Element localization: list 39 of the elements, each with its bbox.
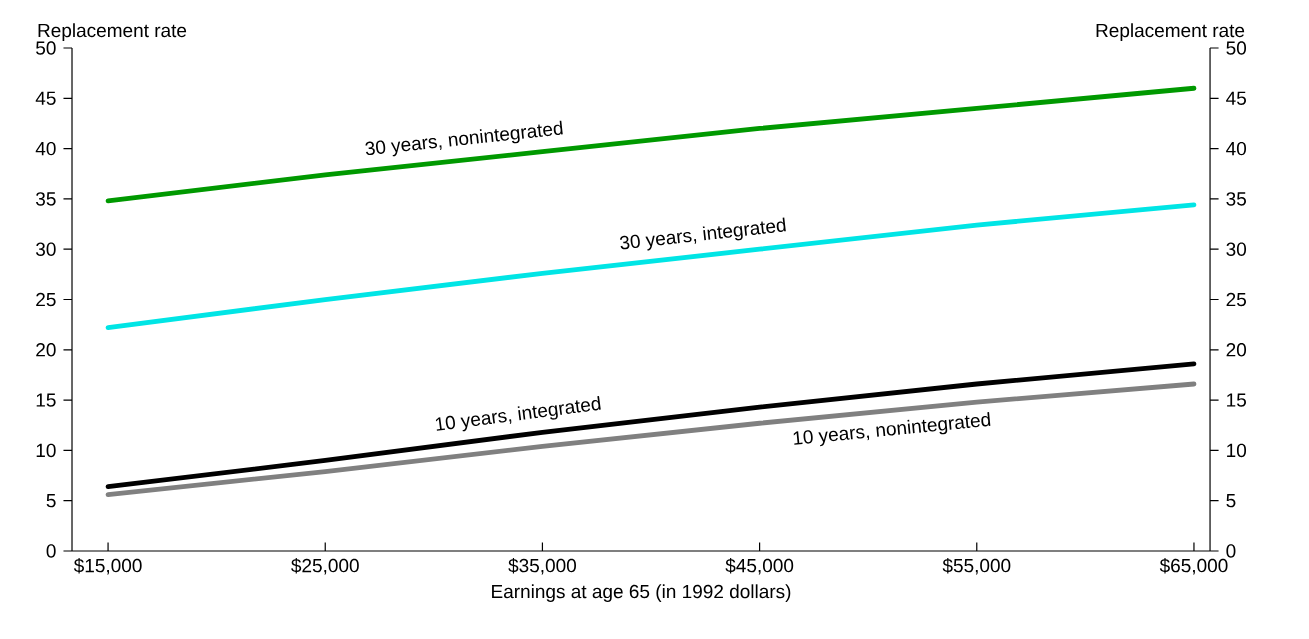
x-tick-label: $15,000 — [73, 558, 142, 575]
y-tick-label: 0 — [46, 544, 56, 558]
y2-tick-label: 10 — [1227, 443, 1247, 458]
y2-tick-label: 5 — [1226, 494, 1236, 508]
y2-tick-label: 25 — [1226, 292, 1246, 307]
y-axis-title: Replacement rate — [38, 23, 187, 41]
y2-tick-label: 0 — [1226, 544, 1236, 558]
y-tick-label: 45 — [35, 91, 56, 105]
y-tick-label: 25 — [36, 292, 56, 307]
x-tick-label: $65,000 — [1159, 558, 1228, 575]
y2-tick-label: 20 — [1226, 343, 1247, 357]
x-axis-title: Earnings at age 65 (in 1992 dollars) — [492, 584, 791, 603]
y2-axis-title: Replacement rate — [1096, 23, 1245, 41]
x-tick-label: $35,000 — [508, 558, 576, 575]
text: 10 years, integrated — [435, 395, 601, 432]
y2-tick-label: 45 — [1226, 91, 1246, 105]
line-series — [105, 202, 1197, 331]
y2-tick-label: 35 — [1226, 192, 1246, 206]
y2-tick-label: 30 — [1226, 242, 1247, 256]
y-tick-label: 40 — [35, 141, 56, 156]
y2-tick-label: 40 — [1226, 141, 1247, 156]
line-series — [105, 85, 1197, 204]
y-tick-label: 5 — [46, 494, 56, 508]
y2-tick-label: 50 — [1226, 41, 1247, 55]
x-tick-label: $25,000 — [291, 558, 359, 575]
x-tick-label: $45,000 — [725, 558, 794, 575]
line-series — [105, 361, 1197, 490]
y-tick-label: 10 — [36, 443, 56, 458]
text: 30 years, integrated — [620, 217, 786, 251]
y-tick-label: 20 — [36, 343, 56, 357]
y2-tick-label: 15 — [1227, 393, 1246, 407]
line-series — [105, 381, 1197, 498]
text: 30 years, nonintegrated — [365, 120, 563, 157]
text: 10 years, nonintegrated — [793, 412, 991, 447]
y-tick-label: 35 — [36, 192, 56, 206]
x-tick-label: $55,000 — [942, 558, 1011, 575]
y-tick-label: 30 — [36, 242, 56, 256]
y-tick-label: 50 — [36, 41, 56, 55]
y-tick-label: 15 — [36, 393, 56, 407]
